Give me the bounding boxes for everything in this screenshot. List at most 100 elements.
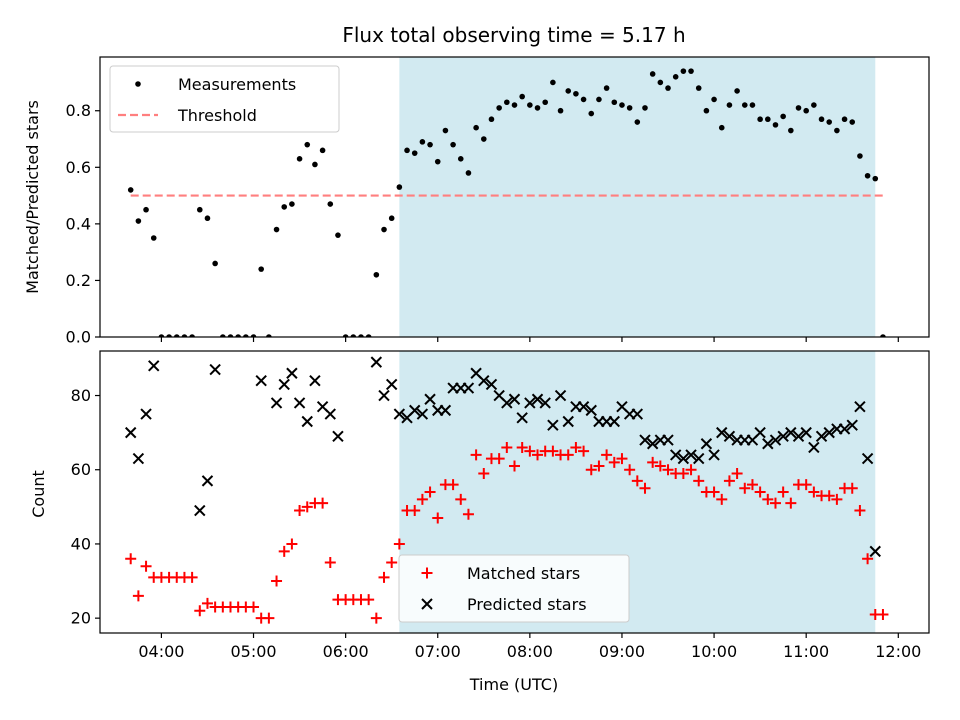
matched-stars-point (455, 493, 467, 505)
matched-stars-point (723, 475, 735, 487)
measurement-point (358, 334, 364, 337)
predicted-stars-point (424, 393, 436, 405)
bottom-ytick-label: 40 (71, 534, 91, 553)
measurement-point (542, 99, 549, 106)
matched-stars-point (777, 486, 789, 498)
measurement-point (396, 184, 403, 190)
measurement-point (811, 102, 817, 108)
predicted-stars-point (370, 356, 383, 368)
predicted-stars-point (309, 374, 321, 387)
matched-stars-point (416, 493, 428, 505)
predicted-stars-point (677, 452, 690, 465)
measurement-point (795, 105, 802, 111)
bottom-ytick-label: 20 (71, 609, 91, 628)
matched-stars-point (386, 557, 398, 568)
bottom-axes-frame (99, 350, 930, 634)
matched-stars-point (470, 449, 482, 461)
predicted-stars-point (815, 430, 828, 443)
measurement-point (457, 156, 464, 162)
predicted-stars-point (324, 408, 336, 420)
predicted-stars-point (508, 393, 521, 405)
matched-stars-point (370, 612, 382, 624)
measurement-point (672, 73, 679, 80)
measurement-point (327, 201, 334, 207)
measurement-point (404, 147, 410, 154)
measurement-point (296, 156, 303, 162)
measurement-point (864, 172, 871, 179)
measurement-point (588, 110, 595, 117)
predicted-stars-point (854, 400, 866, 413)
matched-stars-point (532, 449, 544, 461)
measurement-point (849, 119, 856, 125)
measurement-point (365, 334, 372, 337)
matched-stars-point (662, 464, 674, 476)
measurement-point (803, 107, 809, 114)
predicted-stars-point (270, 397, 283, 409)
matched-stars-point (409, 505, 421, 517)
xtick-label: 06:00 (323, 642, 369, 661)
matched-stars-point (800, 479, 812, 491)
measurement-point (665, 85, 671, 91)
measurement-point (342, 334, 349, 337)
matched-stars-point (317, 497, 329, 509)
predicted-stars-point (562, 415, 574, 428)
top-ytick-label: 0.6 (66, 158, 91, 177)
measurement-point (680, 68, 687, 74)
measurement-point (150, 235, 157, 241)
matched-stars-point (769, 497, 781, 509)
predicted-stars-point (132, 452, 145, 465)
matched-stars-point (746, 479, 758, 491)
bottom-legend-label: Predicted stars (467, 595, 587, 614)
xtick-label: 04:00 (138, 642, 184, 661)
matched-stars-point (731, 467, 743, 479)
predicted-stars-point (194, 504, 206, 517)
measurement-point (880, 334, 886, 337)
matched-stars-point (739, 482, 751, 494)
measurement-point (135, 218, 142, 224)
predicted-stars-point (539, 397, 551, 409)
measurement-point (212, 260, 218, 267)
matched-stars-point (524, 445, 536, 457)
measurement-point (611, 99, 618, 106)
measurement-point (788, 127, 794, 134)
measurement-point (473, 124, 479, 131)
measurement-point (565, 88, 572, 94)
matched-stars-point (862, 553, 874, 565)
measurement-point (196, 206, 203, 213)
xtick-label: 05:00 (230, 642, 276, 661)
xtick-label: 07:00 (415, 642, 461, 661)
predicted-stars-point (378, 389, 390, 402)
matched-stars-point (654, 460, 666, 472)
matched-stars-point (785, 497, 797, 509)
top-ytick-label: 0.0 (66, 328, 91, 347)
measurement-point (181, 334, 188, 337)
bottom-plot-area (124, 356, 889, 624)
matched-stars-point (286, 538, 298, 550)
bottom-ytick-label: 60 (71, 460, 91, 479)
matched-stars-point (363, 594, 375, 606)
predicted-stars-point (631, 408, 644, 420)
matched-stars-point (278, 545, 290, 557)
predicted-stars-point (462, 382, 475, 394)
predicted-stars-point (693, 452, 705, 465)
matched-stars-point (846, 482, 858, 494)
measurement-point (289, 201, 295, 207)
matched-stars-point (762, 493, 774, 505)
predicted-stars-point (838, 423, 851, 435)
measurement-point (772, 122, 779, 128)
predicted-stars-point (800, 426, 812, 439)
measurement-point (726, 102, 733, 108)
matched-stars-point (462, 508, 474, 520)
predicted-stars-point (332, 430, 344, 443)
bottom-ytick-label: 80 (71, 386, 91, 405)
measurement-point (550, 79, 556, 86)
measurement-point (465, 170, 472, 176)
measurement-point (427, 141, 433, 148)
predicted-stars-point (646, 438, 659, 450)
predicted-stars-point (209, 363, 221, 376)
matched-stars-point (823, 490, 835, 502)
measurement-point (335, 232, 341, 238)
measurement-point (227, 334, 234, 337)
measurement-point (173, 334, 180, 337)
top-panel: 0.0 0.2 0.4 0.6 0.8 (66, 56, 930, 347)
